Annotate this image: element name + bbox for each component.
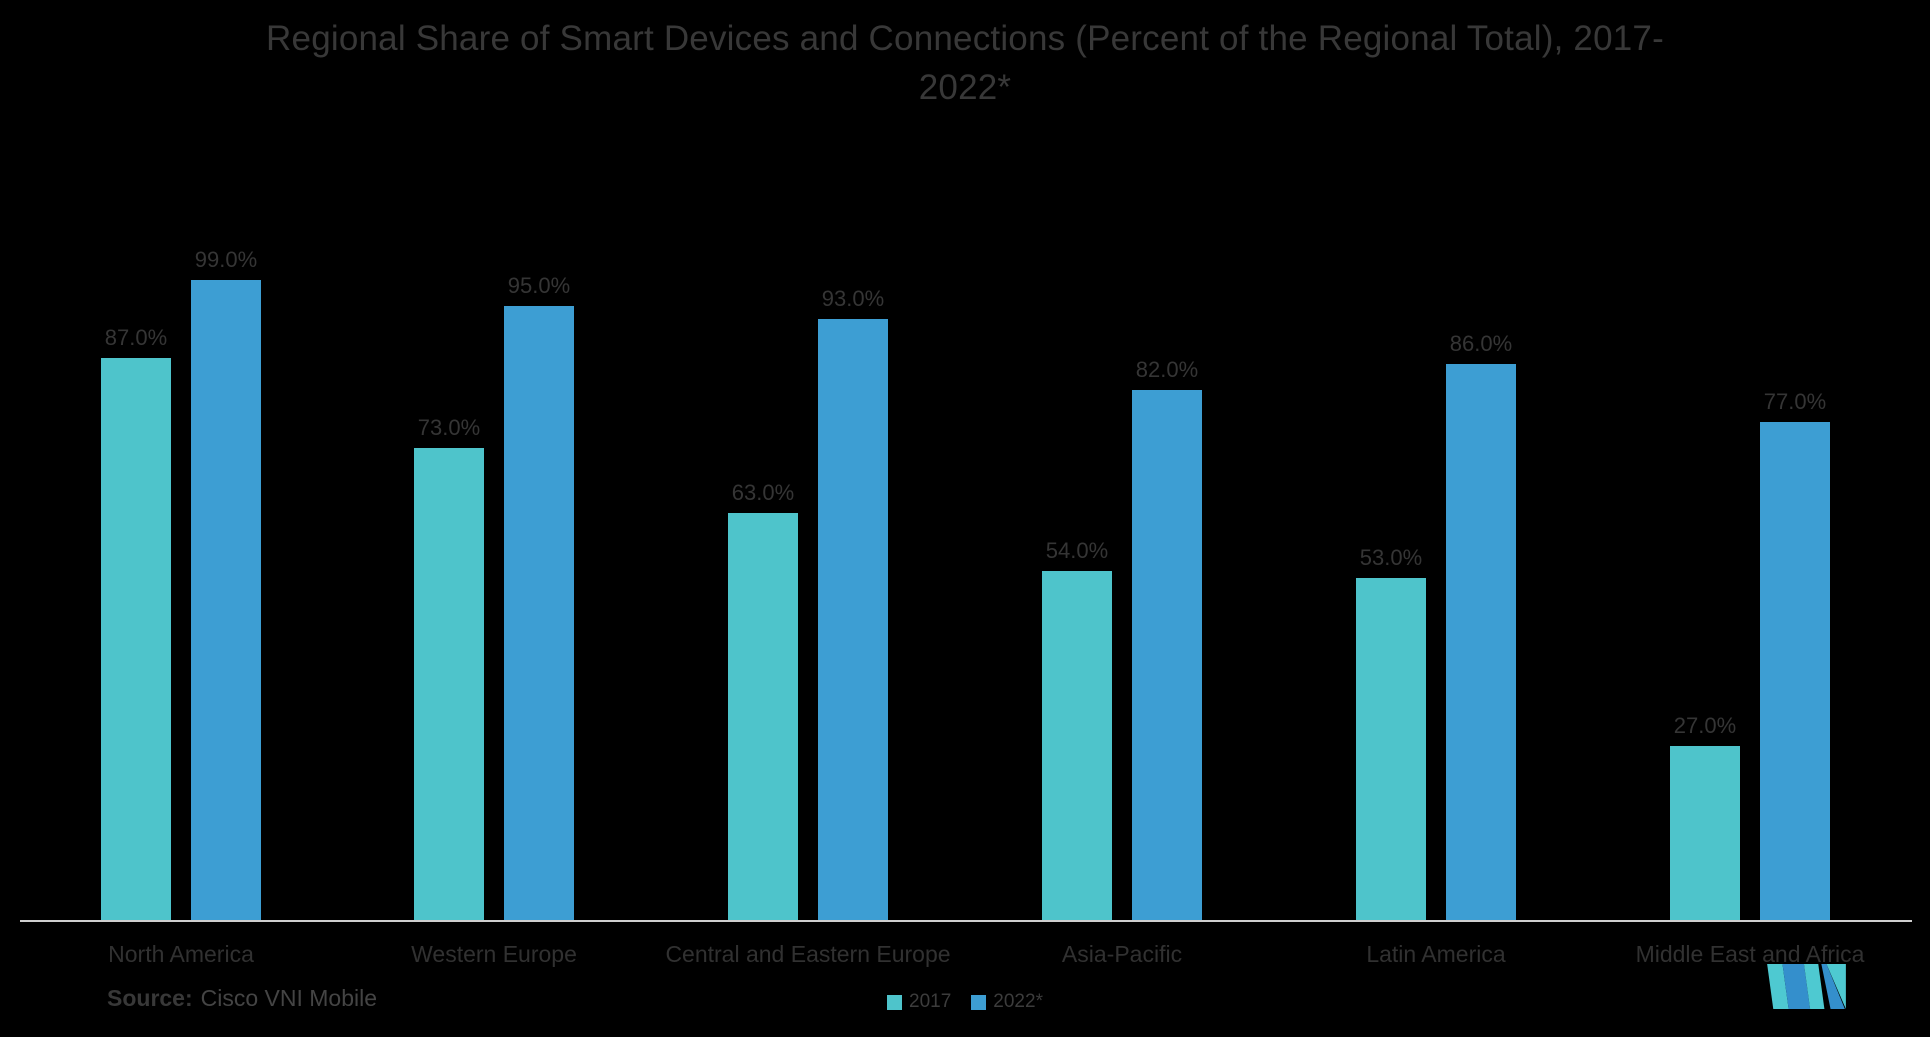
x-axis-label-north-america: North America	[108, 941, 254, 967]
bar-value-label-2017-central-and-eastern-europe: 63.0%	[731, 480, 795, 505]
bar-2017-central-and-eastern-europe	[728, 513, 798, 921]
bar-2022-latin-america	[1446, 364, 1516, 921]
bar-value-label-2017-middle-east-and-africa: 27.0%	[1673, 713, 1737, 738]
bar-2022-north-america	[191, 280, 261, 921]
legend-item-2022: 2022*	[971, 991, 1043, 1013]
legend: 2017 2022*	[0, 991, 1930, 1013]
bar-2017-latin-america	[1356, 578, 1426, 921]
bar-value-label-2017-north-america: 87.0%	[104, 325, 168, 350]
bar-value-label-2022-western-europe: 95.0%	[507, 273, 571, 298]
bar-2022-middle-east-and-africa	[1760, 422, 1830, 921]
bar-value-label-2022-latin-america: 86.0%	[1449, 331, 1513, 356]
source-line: Source: Cisco VNI Mobile	[107, 985, 377, 1011]
x-axis-label-latin-america: Latin America	[1366, 941, 1506, 967]
x-axis-label-western-europe: Western Europe	[411, 941, 577, 967]
bar-2017-north-america	[101, 358, 171, 921]
mordor-intelligence-logo	[1767, 964, 1846, 1009]
bar-2017-asia-pacific	[1042, 571, 1112, 921]
x-axis-label-asia-pacific: Asia-Pacific	[1061, 941, 1183, 967]
chart-title-line-2: 2022*	[918, 68, 1012, 107]
bar-value-label-2022-north-america: 99.0%	[194, 247, 258, 272]
source-label: Source:	[107, 985, 193, 1011]
bar-value-label-2022-middle-east-and-africa: 77.0%	[1763, 389, 1827, 414]
legend-item-2017: 2017	[887, 991, 951, 1013]
logo-teal-band-left	[1767, 964, 1789, 1009]
legend-label-2017: 2017	[909, 991, 952, 1012]
logo-blue-band	[1782, 964, 1811, 1009]
chart-title-line-1: Regional Share of Smart Devices and Conn…	[266, 19, 1664, 58]
x-axis-line	[20, 920, 1912, 922]
bar-value-label-2017-asia-pacific: 54.0%	[1045, 538, 1109, 563]
legend-swatch-2022	[971, 994, 987, 1010]
x-axis-label-central-and-eastern-europe: Central and Eastern Europe	[665, 941, 951, 967]
bar-2022-central-and-eastern-europe	[818, 319, 888, 921]
bar-value-label-2022-central-and-eastern-europe: 93.0%	[821, 286, 885, 311]
bar-value-label-2017-western-europe: 73.0%	[417, 415, 481, 440]
bar-value-label-2017-latin-america: 53.0%	[1359, 545, 1423, 570]
logo-teal-band-right	[1803, 964, 1825, 1009]
legend-swatch-2017	[887, 994, 903, 1010]
chart-title: Regional Share of Smart Devices and Conn…	[0, 14, 1930, 112]
bar-value-label-2022-asia-pacific: 82.0%	[1135, 357, 1199, 382]
bar-2022-asia-pacific	[1132, 390, 1202, 921]
bar-2017-western-europe	[414, 448, 484, 921]
bar-2017-middle-east-and-africa	[1670, 746, 1740, 921]
bar-2022-western-europe	[504, 306, 574, 921]
legend-label-2022: 2022*	[993, 991, 1043, 1012]
logo-blue-diagonal	[1821, 964, 1845, 1009]
x-axis-label-middle-east-and-africa: Middle East and Africa	[1635, 941, 1865, 967]
source-value: Cisco VNI Mobile	[200, 985, 378, 1011]
